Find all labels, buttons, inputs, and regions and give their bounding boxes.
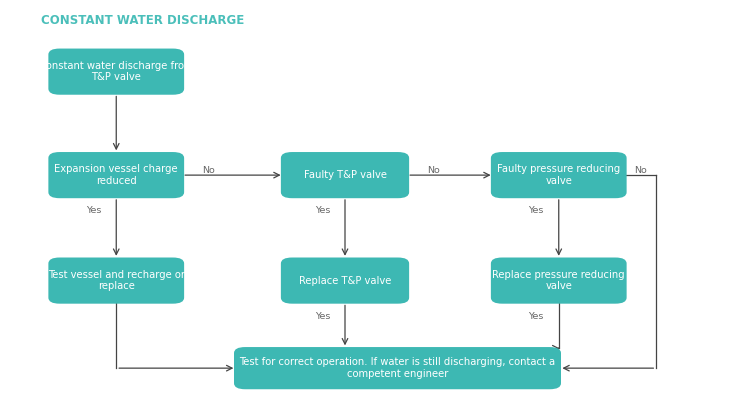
FancyBboxPatch shape	[490, 258, 626, 304]
Text: Yes: Yes	[315, 207, 330, 215]
FancyBboxPatch shape	[48, 258, 184, 304]
Text: Faulty T&P valve: Faulty T&P valve	[304, 170, 386, 180]
Text: Test for correct operation. If water is still discharging, contact a
competent e: Test for correct operation. If water is …	[239, 357, 556, 379]
Text: Expansion vessel charge
reduced: Expansion vessel charge reduced	[55, 164, 178, 186]
Text: No: No	[634, 166, 646, 175]
FancyBboxPatch shape	[234, 347, 561, 389]
Text: Constant water discharge from
T&P valve: Constant water discharge from T&P valve	[39, 61, 194, 82]
FancyBboxPatch shape	[280, 258, 410, 304]
Text: Faulty pressure reducing
valve: Faulty pressure reducing valve	[497, 164, 620, 186]
Text: Yes: Yes	[529, 207, 544, 215]
Text: No: No	[427, 166, 439, 175]
Text: Yes: Yes	[86, 207, 101, 215]
Text: Yes: Yes	[315, 312, 330, 321]
Text: Replace T&P valve: Replace T&P valve	[298, 275, 392, 286]
FancyBboxPatch shape	[48, 152, 184, 198]
FancyBboxPatch shape	[48, 49, 184, 95]
FancyBboxPatch shape	[280, 152, 410, 198]
Text: No: No	[202, 166, 215, 175]
Text: Yes: Yes	[529, 312, 544, 321]
Text: Test vessel and recharge or
replace: Test vessel and recharge or replace	[48, 270, 184, 291]
Text: Replace pressure reducing
valve: Replace pressure reducing valve	[493, 270, 625, 291]
Text: CONSTANT WATER DISCHARGE: CONSTANT WATER DISCHARGE	[41, 14, 244, 27]
FancyBboxPatch shape	[490, 152, 626, 198]
